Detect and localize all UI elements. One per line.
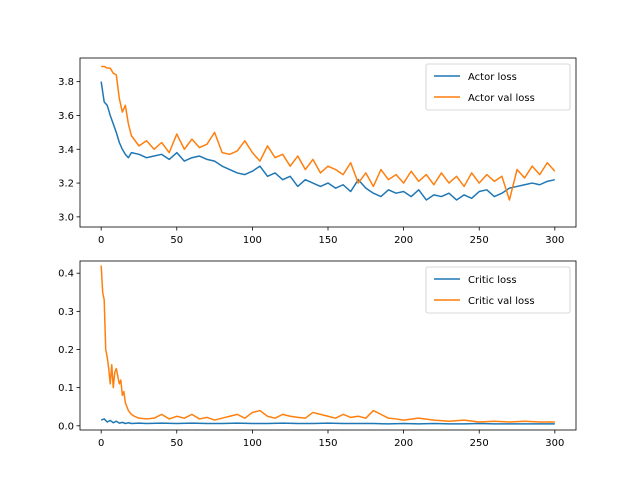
legend-label-2: Actor val loss xyxy=(468,93,535,104)
legend-label-2: Critic val loss xyxy=(468,296,535,307)
series-group xyxy=(100,265,555,425)
x-tick-label: 0 xyxy=(98,235,104,246)
legend-label-1: Actor loss xyxy=(468,72,517,83)
x-tick-label: 0 xyxy=(98,438,104,449)
series-line-2 xyxy=(100,265,555,423)
x-tick-label: 200 xyxy=(394,438,413,449)
plots: 0 50 100 150 200 250 300 3.0 3.2 3.4 3.6 3.8 Actor l… xyxy=(58,57,577,449)
y-tick-label: 0.2 xyxy=(58,345,74,356)
series-line-2 xyxy=(101,65,556,201)
y-tick-label: 0.1 xyxy=(58,383,74,394)
subplot-2: 0 50 100 150 200 250 300 0.0 0.1 0.2 0.3 0.4 Critic … xyxy=(58,260,577,449)
y-tick-label: 0.3 xyxy=(58,307,74,318)
x-tick-label: 250 xyxy=(470,235,489,246)
x-tick-label: 300 xyxy=(545,235,564,246)
x-tick-label: 100 xyxy=(243,235,262,246)
legend: Actor loss Actor val loss xyxy=(425,63,571,111)
y-tick-label: 3.0 xyxy=(58,212,74,223)
x-tick-label: 50 xyxy=(170,438,183,449)
y-tick-label: 3.2 xyxy=(58,179,74,190)
x-tick-label: 300 xyxy=(545,438,564,449)
series-line-1 xyxy=(100,81,555,201)
subplot-1: 0 50 100 150 200 250 300 3.0 3.2 3.4 3.6 3.8 Actor l… xyxy=(58,57,577,246)
x-tick-label: 200 xyxy=(394,235,413,246)
x-tick-label: 150 xyxy=(318,235,337,246)
series-line-1 xyxy=(100,418,555,425)
legend-box xyxy=(425,63,571,111)
y-tick-label: 3.6 xyxy=(58,111,74,122)
y-tick-label: 3.4 xyxy=(58,145,74,156)
x-tick-label: 250 xyxy=(470,438,489,449)
x-tick-label: 150 xyxy=(318,438,337,449)
y-tick-label: 0.0 xyxy=(58,421,74,432)
series-group xyxy=(100,65,556,201)
x-tick-label: 50 xyxy=(170,235,183,246)
legend: Critic loss Critic val loss xyxy=(425,266,571,314)
legend-label-1: Critic loss xyxy=(468,275,517,286)
legend-box xyxy=(425,266,571,314)
y-tick-label: 3.8 xyxy=(58,77,74,88)
x-tick-label: 100 xyxy=(243,438,262,449)
y-tick-label: 0.4 xyxy=(58,269,74,280)
